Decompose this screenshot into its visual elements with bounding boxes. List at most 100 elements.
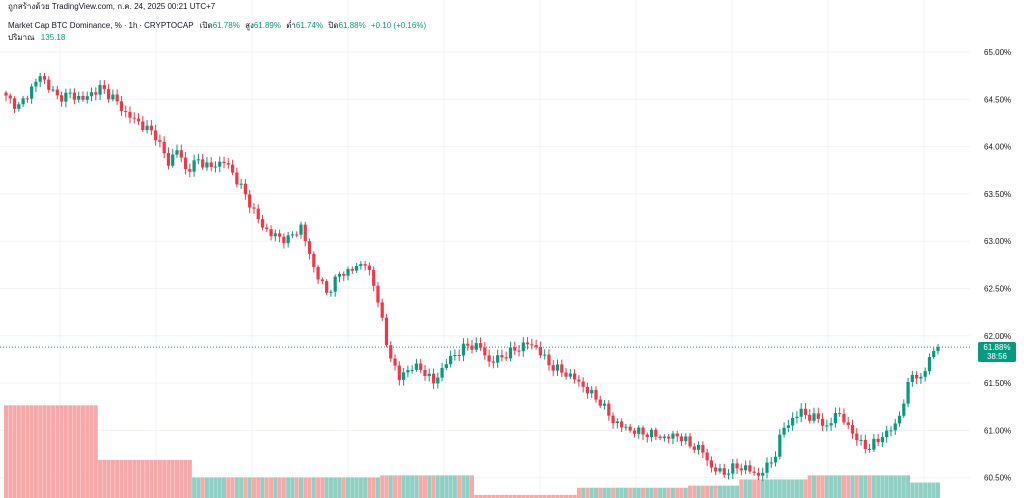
volume-bar <box>478 494 483 498</box>
candle-body <box>474 343 478 350</box>
volume-bar <box>320 477 325 498</box>
candle-body <box>739 468 743 471</box>
volume-bar <box>649 487 654 498</box>
candle-body <box>632 430 637 434</box>
volume-bar <box>427 475 432 498</box>
volume-bar <box>277 477 282 498</box>
volume-bar <box>102 459 107 498</box>
volume-bar <box>132 459 137 498</box>
volume-bar <box>508 494 513 498</box>
volume-bar <box>388 475 393 498</box>
low-label: ต่ำ <box>286 21 296 30</box>
candle-body <box>602 403 607 406</box>
high-value: 61.89% <box>253 21 281 30</box>
volume-bar <box>222 477 227 498</box>
volume-bar <box>769 479 774 498</box>
candle-body <box>773 456 778 463</box>
candle-body <box>577 379 581 382</box>
volume-histogram <box>4 405 940 498</box>
volume-bar <box>487 494 492 498</box>
volume-bar <box>316 477 321 498</box>
candle-body <box>282 236 286 244</box>
volume-bar <box>196 477 201 498</box>
grid-lines <box>0 0 970 498</box>
candle-body <box>12 98 17 109</box>
volume-bar <box>670 487 675 498</box>
volume-bar <box>307 477 312 498</box>
candle-body <box>243 183 248 195</box>
candle-body <box>564 372 568 377</box>
candle-body <box>799 408 803 417</box>
candle-body <box>791 417 795 426</box>
volume-bar <box>906 475 911 498</box>
candle-body <box>312 253 316 267</box>
volume-bar <box>311 477 316 498</box>
candle-body <box>932 350 936 358</box>
candle-body <box>372 269 376 286</box>
volume-bar <box>893 475 898 498</box>
volume-bar <box>29 405 34 498</box>
volume-bar <box>170 459 175 498</box>
volume-bar <box>444 475 449 498</box>
volume-bar <box>833 475 838 498</box>
candle-body <box>919 376 923 379</box>
candle-body <box>359 264 363 266</box>
volume-bar <box>914 482 919 498</box>
candle-body <box>803 408 808 415</box>
candle-body <box>431 373 436 384</box>
volume-bar <box>286 477 291 498</box>
volume-bar <box>777 479 782 498</box>
candle-body <box>859 439 863 441</box>
candle-body <box>154 130 158 141</box>
price-axis[interactable]: 65.00% 64.50% 64.00% 63.50% 63.00% 62.50% 62.0… <box>984 48 1011 483</box>
volume-bar <box>110 459 115 498</box>
candle-body <box>389 345 393 359</box>
volume-bar <box>440 475 445 498</box>
candle-body <box>248 194 252 208</box>
candle-body <box>885 430 889 438</box>
candle-body <box>201 159 205 168</box>
candle-body <box>367 265 371 270</box>
candle-body <box>128 111 132 118</box>
candle-body <box>325 281 329 293</box>
candle-body <box>855 433 859 441</box>
volume-bar <box>384 475 389 498</box>
volume-bar <box>8 405 13 498</box>
candle-body <box>808 414 812 421</box>
volume-bar <box>204 477 209 498</box>
volume-bar <box>243 477 248 498</box>
volume-bar <box>495 494 500 498</box>
candle-body <box>573 373 577 380</box>
candle-body <box>761 472 765 476</box>
volume-bar <box>465 475 470 498</box>
symbol-legend[interactable]: Market Cap BTC Dominance, % · 1h · CRYPTOCAP… <box>8 21 427 30</box>
volume-bar <box>217 477 222 498</box>
candle-body <box>624 426 628 428</box>
volume-bar <box>918 482 923 498</box>
candle-body <box>59 95 64 102</box>
volume-bar <box>546 494 551 498</box>
candle-body <box>923 371 927 377</box>
volume-bar <box>538 494 543 498</box>
y-tick-label: 61.00% <box>984 426 1011 435</box>
volume-bar <box>247 477 252 498</box>
volume-bar <box>739 479 744 498</box>
volume-bar <box>63 405 68 498</box>
candle-body <box>449 355 453 365</box>
volume-bar <box>98 459 103 498</box>
volume-bar <box>585 487 590 498</box>
volume-bar <box>812 475 817 498</box>
volume-bar <box>21 405 26 498</box>
candle-body <box>658 436 662 439</box>
candle-body <box>162 141 166 154</box>
volume-bar <box>709 485 714 498</box>
candle-body <box>876 438 880 443</box>
volume-bar <box>876 475 881 498</box>
candle-body <box>615 421 619 424</box>
candle-body <box>547 354 551 366</box>
candle-body <box>423 369 427 376</box>
volume-bar <box>354 477 359 498</box>
candle-body <box>158 140 162 142</box>
candle-body <box>872 438 876 450</box>
